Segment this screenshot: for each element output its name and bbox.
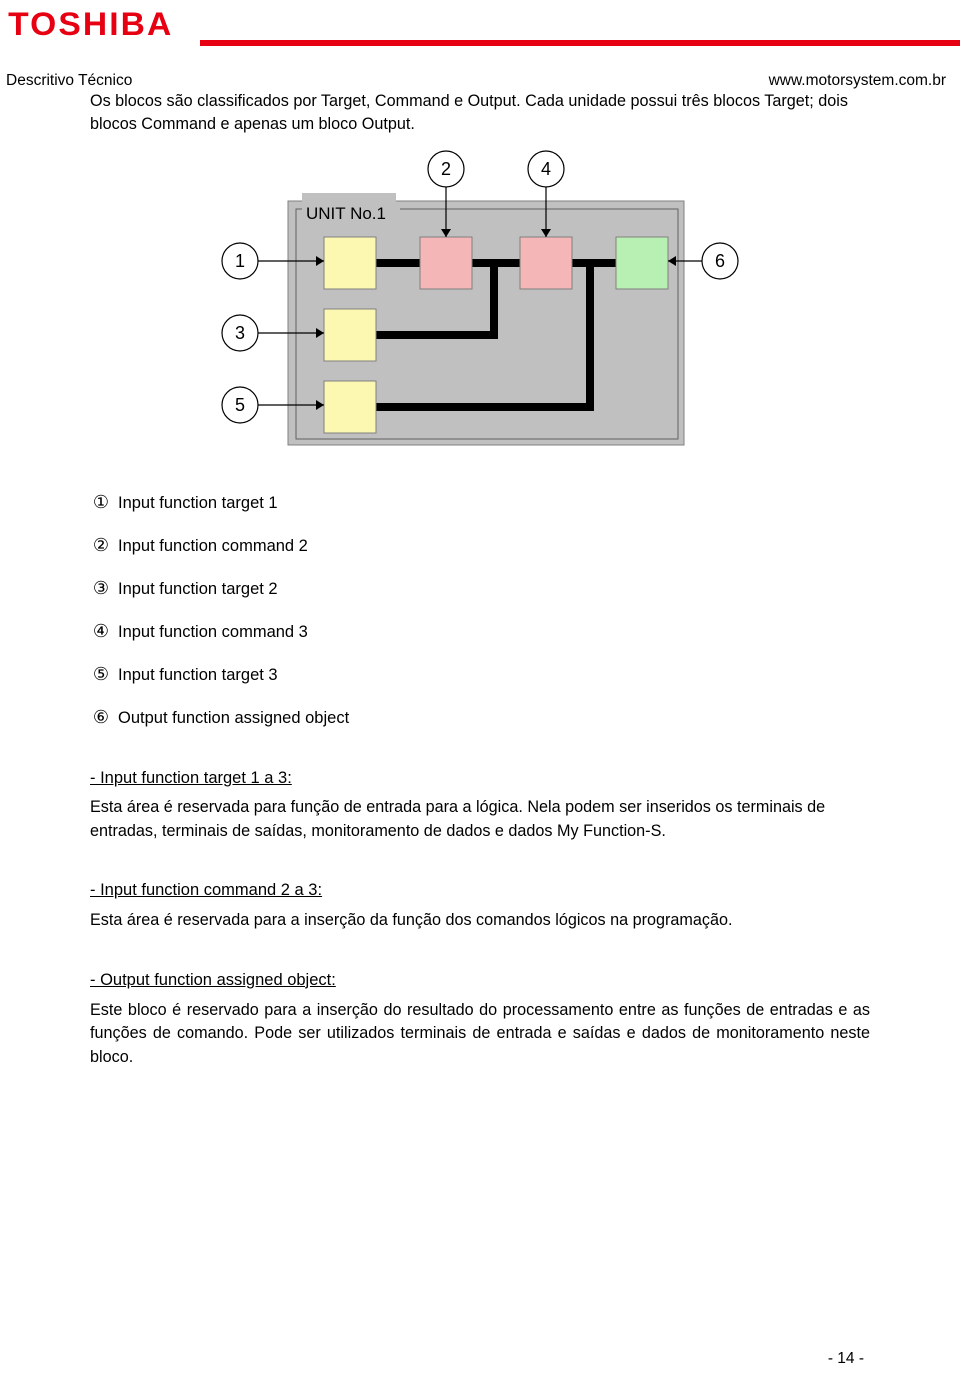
definition-number: ④ [90,618,112,644]
definition-number: ③ [90,575,112,601]
svg-text:5: 5 [235,395,245,415]
section-body: Esta área é reservada para a inserção da… [90,909,870,932]
svg-text:2: 2 [441,159,451,179]
text-section: - Input function target 1 a 3: Esta área … [90,767,870,844]
definition-number: ② [90,532,112,558]
text-section: - Input function command 2 a 3: Esta área… [90,879,870,932]
logo: TOSHIBA [8,6,173,43]
definition-text: Input function command 2 [118,537,308,555]
section-title: - Output function assigned object: [90,969,336,993]
definition-item: ④ Input function command 3 [90,618,870,645]
definition-text: Input function target 1 [118,494,278,512]
sections: - Input function target 1 a 3: Esta área … [90,767,870,1070]
definition-item: ③ Input function target 2 [90,575,870,602]
definition-list: ① Input function target 1 ② Input function … [90,489,870,731]
definition-text: Input function target 2 [118,580,278,598]
doc-url: www.motorsystem.com.br [769,72,946,90]
definition-text: Output function assigned object [118,709,349,727]
text-section: - Output function assigned object: Este b… [90,969,870,1069]
header-bar: TOSHIBA [0,0,960,60]
definition-text: Input function command 3 [118,623,308,641]
definition-item: ⑤ Input function target 3 [90,661,870,688]
section-body: Esta área é reservada para função de ent… [90,796,870,843]
section-title: - Input function command 2 a 3: [90,879,322,903]
section-title: - Input function target 1 a 3: [90,767,292,791]
page-number: - 14 - [828,1350,864,1368]
header-red-line [200,40,960,46]
definition-number: ⑤ [90,661,112,687]
svg-text:1: 1 [235,251,245,271]
svg-text:4: 4 [541,159,551,179]
intro-paragraph: Os blocos são classificados por Target, … [90,90,870,137]
doc-title: Descritivo Técnico [6,72,132,90]
diagram-svg: UNIT No.1 1 2 3 4 5 6 [210,149,750,449]
svg-text:6: 6 [715,251,725,271]
definition-item: ② Input function command 2 [90,532,870,559]
definition-text: Input function target 3 [118,666,278,684]
subheader: Descritivo Técnico www.motorsystem.com.b… [0,60,960,90]
definition-number: ① [90,489,112,515]
unit-diagram: UNIT No.1 1 2 3 4 5 6 [210,149,750,449]
definition-item: ① Input function target 1 [90,489,870,516]
content: Os blocos são classificados por Target, … [0,90,960,1069]
svg-text:3: 3 [235,323,245,343]
definition-number: ⑥ [90,704,112,730]
section-body: Este bloco é reservado para a inserção d… [90,999,870,1069]
svg-text:UNIT No.1: UNIT No.1 [306,204,386,223]
definition-item: ⑥ Output function assigned object [90,704,870,731]
